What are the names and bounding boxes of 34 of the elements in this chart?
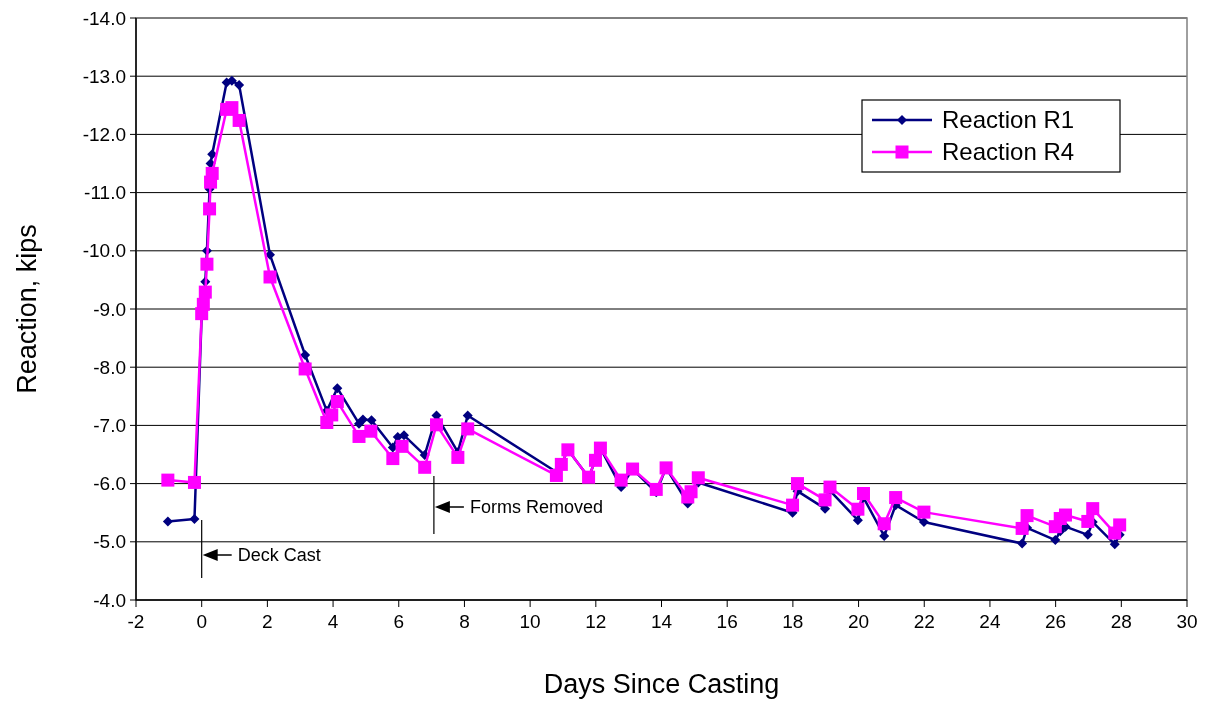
y-tick-label: -12.0 <box>82 124 126 146</box>
x-tick-label: 26 <box>1045 611 1067 632</box>
x-tick-label: -2 <box>127 611 145 632</box>
x-tick-label: 6 <box>393 611 405 632</box>
y-tick-label: -11.0 <box>84 182 126 204</box>
x-tick-label: 18 <box>782 611 804 632</box>
x-tick-label: 24 <box>979 611 1001 632</box>
y-tick-label: -14.0 <box>82 7 126 29</box>
y-tick-label: -9.0 <box>93 298 126 320</box>
y-tick-label: -10.0 <box>82 240 126 262</box>
y-tick-label: -7.0 <box>93 415 126 437</box>
x-tick-label: 10 <box>519 611 541 632</box>
y-tick-label: -4.0 <box>93 589 126 611</box>
y-tick-label: -13.0 <box>82 65 126 87</box>
x-tick-label: 4 <box>327 611 339 632</box>
x-tick-label: 8 <box>459 611 470 632</box>
x-tick-label: 30 <box>1176 611 1198 632</box>
x-tick-label: 16 <box>716 611 738 632</box>
y-tick-label: -6.0 <box>93 473 126 495</box>
x-tick-label: 14 <box>650 611 673 632</box>
legend-label: Reaction R4 <box>942 138 1075 166</box>
x-tick-label: 12 <box>585 611 607 632</box>
legend-label: Reaction R1 <box>942 106 1075 134</box>
y-tick-label: -8.0 <box>93 356 126 378</box>
y-tick-label: -5.0 <box>93 531 126 553</box>
ref-line-label: Forms Removed <box>469 497 603 518</box>
x-tick-label: 2 <box>262 611 273 632</box>
x-axis-title: Days Since Casting <box>543 669 780 699</box>
x-tick-label: 22 <box>913 611 935 632</box>
x-tick-label: 0 <box>196 611 207 632</box>
ref-line-label: Deck Cast <box>237 545 321 566</box>
y-axis-title: Reaction, kips <box>12 224 42 394</box>
x-tick-label: 28 <box>1110 611 1132 632</box>
x-tick-label: 20 <box>847 611 870 632</box>
